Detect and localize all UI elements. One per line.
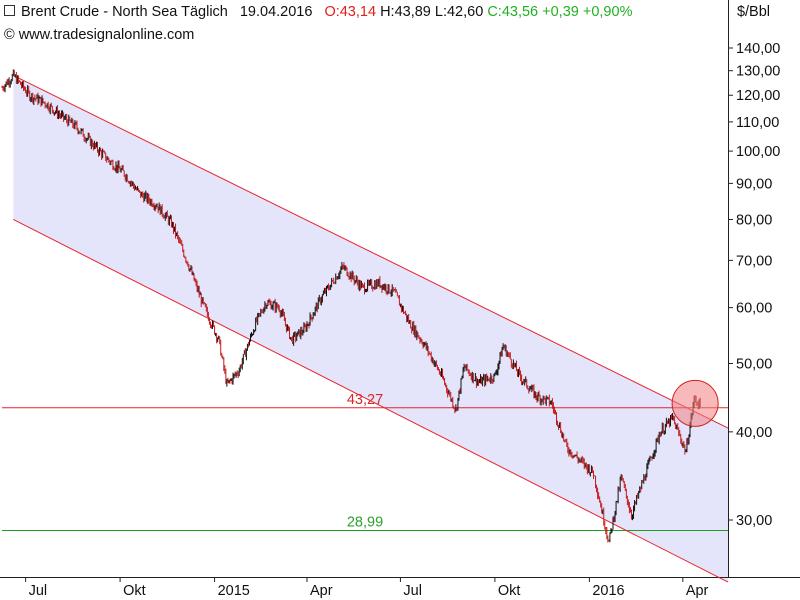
x-tick-label: Apr <box>310 583 333 599</box>
y-tick-label: 80,00 <box>736 212 772 228</box>
channel-lower-line <box>13 219 729 583</box>
x-tick-label: Okt <box>123 583 146 599</box>
instrument-title: Brent Crude - North Sea Täglich <box>21 4 228 20</box>
high-value: H:43,89 <box>380 4 431 20</box>
y-tick-label: 70,00 <box>736 253 772 269</box>
close-value: C:43,56 <box>487 4 539 20</box>
x-tick-label: Okt <box>498 583 521 599</box>
x-tick-label: 2015 <box>218 583 250 599</box>
source-url[interactable]: www.tradesignalonline.com <box>18 27 195 43</box>
channel-upper-line <box>13 75 729 429</box>
y-tick-label: 60,00 <box>736 301 772 317</box>
x-tick-label: Jul <box>403 583 422 599</box>
x-tick-label: 2016 <box>592 583 624 599</box>
change-abs-value: +0,39 <box>542 4 579 20</box>
open-value: O:43,14 <box>324 4 377 20</box>
y-tick-label: 130,00 <box>736 64 780 80</box>
y-tick-label: 30,00 <box>736 513 772 529</box>
chart-header: Brent Crude - North Sea Täglich 19.04.201… <box>4 4 632 20</box>
level-label: 43,27 <box>347 392 383 408</box>
checkbox-icon[interactable] <box>4 5 15 16</box>
x-tick-label: Jul <box>29 583 48 599</box>
copyright-icon: © <box>4 27 15 43</box>
highlight-circle-annotation <box>671 379 719 427</box>
unit-label: $/Bbl <box>736 4 770 20</box>
source-line: © www.tradesignalonline.com <box>4 27 194 43</box>
y-tick-label: 100,00 <box>736 144 780 160</box>
low-value: L:42,60 <box>434 4 484 20</box>
trend-channel-fill <box>13 75 729 583</box>
change-pct-value: +0,90% <box>582 4 633 20</box>
y-tick-label: 50,00 <box>736 356 772 372</box>
quote-date: 19.04.2016 <box>239 4 313 20</box>
y-tick-label: 90,00 <box>736 176 772 192</box>
y-tick-label: 40,00 <box>736 425 772 441</box>
y-tick-label: 120,00 <box>736 88 780 104</box>
x-tick-label: Apr <box>686 583 709 599</box>
level-label: 28,99 <box>347 514 383 530</box>
y-tick-label: 140,00 <box>736 41 780 57</box>
y-tick-label: 110,00 <box>736 115 779 131</box>
